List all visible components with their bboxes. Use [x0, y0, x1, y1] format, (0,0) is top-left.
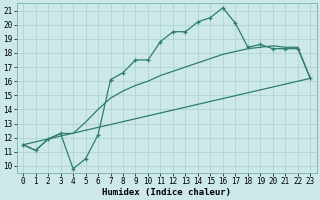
- X-axis label: Humidex (Indice chaleur): Humidex (Indice chaleur): [102, 188, 231, 197]
